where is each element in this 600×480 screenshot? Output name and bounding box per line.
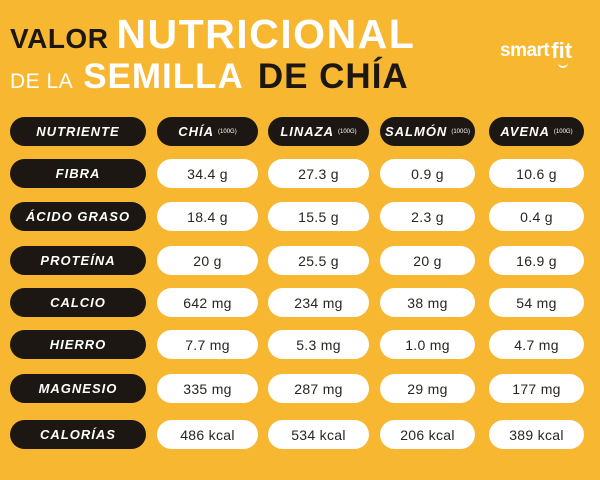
title-de-chia: DE CHÍA <box>257 57 409 96</box>
value-cell: 18.4 g <box>157 202 258 231</box>
logo-fit: fit <box>551 38 573 68</box>
value-label: 177 mg <box>512 380 561 397</box>
nutrient-label: CALORÍAS <box>40 427 116 442</box>
nutrient-label: ÁCIDO GRASO <box>25 209 131 224</box>
value-label: 38 mg <box>407 294 448 311</box>
value-cell: 1.0 mg <box>380 330 475 359</box>
value-label: 4.7 mg <box>514 336 559 353</box>
header-column-name: CHÍA <box>178 124 215 139</box>
value-cell: 389 kcal <box>489 420 584 449</box>
header-column-unit: (100G) <box>218 128 237 135</box>
nutrient-cell: HIERRO <box>10 330 146 359</box>
smartfit-logo: smart fit <box>500 38 573 68</box>
logo-fit-text: fit <box>551 38 573 63</box>
page-title: VALOR NUTRICIONAL DE LA SEMILLA DE CHÍA <box>10 14 415 95</box>
title-line-2: DE LA SEMILLA DE CHÍA <box>10 59 415 94</box>
value-label: 7.7 mg <box>185 336 230 353</box>
value-cell: 10.6 g <box>489 159 584 188</box>
value-cell: 15.5 g <box>268 202 369 231</box>
value-label: 20 g <box>413 252 442 269</box>
title-line-1: VALOR NUTRICIONAL <box>10 14 415 55</box>
value-label: 234 mg <box>294 294 343 311</box>
value-cell: 206 kcal <box>380 420 475 449</box>
nutrient-label: HIERRO <box>49 337 107 352</box>
value-cell: 29 mg <box>380 374 475 403</box>
header-column-unit: (100G) <box>553 128 573 135</box>
value-label: 206 kcal <box>400 426 455 443</box>
value-cell: 38 mg <box>380 288 475 317</box>
value-cell: 234 mg <box>268 288 369 317</box>
value-cell: 54 mg <box>489 288 584 317</box>
value-cell: 20 g <box>157 246 258 275</box>
title-nutricional: NUTRICIONAL <box>116 11 416 57</box>
value-label: 1.0 mg <box>405 336 450 353</box>
value-label: 486 kcal <box>180 426 235 443</box>
value-label: 287 mg <box>294 380 343 397</box>
nutrient-cell: CALORÍAS <box>10 420 146 449</box>
value-cell: 642 mg <box>157 288 258 317</box>
value-label: 642 mg <box>183 294 232 311</box>
nutrient-label: FIBRA <box>55 166 101 181</box>
header-column: SALMÓN (100G) <box>380 117 475 146</box>
header-column-name: SALMÓN <box>384 124 448 139</box>
title-de-la: DE LA <box>10 70 74 93</box>
value-label: 16.9 g <box>516 252 557 269</box>
header-nutrient-label: NUTRIENTE <box>36 124 120 139</box>
value-label: 18.4 g <box>187 208 228 225</box>
logo-smile-icon <box>558 62 569 68</box>
header-column: AVENA (100G) <box>489 117 584 146</box>
value-label: 2.3 g <box>411 208 444 225</box>
value-label: 20 g <box>193 252 222 269</box>
value-cell: 34.4 g <box>157 159 258 188</box>
value-label: 534 kcal <box>291 426 346 443</box>
value-cell: 534 kcal <box>268 420 369 449</box>
value-label: 10.6 g <box>516 165 557 182</box>
value-label: 25.5 g <box>298 252 339 269</box>
nutrient-cell: ÁCIDO GRASO <box>10 202 146 231</box>
value-label: 54 mg <box>516 294 557 311</box>
nutrient-label: CALCIO <box>50 295 106 310</box>
value-label: 335 mg <box>183 380 232 397</box>
value-cell: 25.5 g <box>268 246 369 275</box>
header-column-name: AVENA <box>500 124 550 139</box>
value-label: 29 mg <box>407 380 448 397</box>
value-cell: 16.9 g <box>489 246 584 275</box>
value-cell: 2.3 g <box>380 202 475 231</box>
value-cell: 27.3 g <box>268 159 369 188</box>
value-cell: 7.7 mg <box>157 330 258 359</box>
value-cell: 0.4 g <box>489 202 584 231</box>
nutrient-cell: CALCIO <box>10 288 146 317</box>
value-cell: 335 mg <box>157 374 258 403</box>
value-cell: 486 kcal <box>157 420 258 449</box>
value-cell: 287 mg <box>268 374 369 403</box>
value-cell: 20 g <box>380 246 475 275</box>
value-label: 27.3 g <box>298 165 339 182</box>
header-column-name: LINAZA <box>280 124 334 139</box>
value-label: 389 kcal <box>509 426 564 443</box>
header-column-unit: (100G) <box>337 128 357 135</box>
value-label: 5.3 mg <box>296 336 341 353</box>
title-semilla: SEMILLA <box>83 57 244 96</box>
value-label: 0.4 g <box>520 208 553 225</box>
value-cell: 4.7 mg <box>489 330 584 359</box>
value-label: 0.9 g <box>411 165 444 182</box>
value-cell: 177 mg <box>489 374 584 403</box>
value-cell: 5.3 mg <box>268 330 369 359</box>
title-valor: VALOR <box>10 23 109 54</box>
nutrient-label: PROTEÍNA <box>40 253 116 268</box>
nutrient-label: MAGNESIO <box>38 381 118 396</box>
nutrient-cell: FIBRA <box>10 159 146 188</box>
nutrient-cell: PROTEÍNA <box>10 246 146 275</box>
header-column: CHÍA (100G) <box>157 117 258 146</box>
logo-smart: smart <box>500 40 550 61</box>
header-column: LINAZA (100G) <box>268 117 369 146</box>
value-label: 15.5 g <box>298 208 339 225</box>
value-label: 34.4 g <box>187 165 228 182</box>
header-column-unit: (100G) <box>451 128 471 135</box>
value-cell: 0.9 g <box>380 159 475 188</box>
nutrient-cell: MAGNESIO <box>10 374 146 403</box>
header-nutrient: NUTRIENTE <box>10 117 146 146</box>
